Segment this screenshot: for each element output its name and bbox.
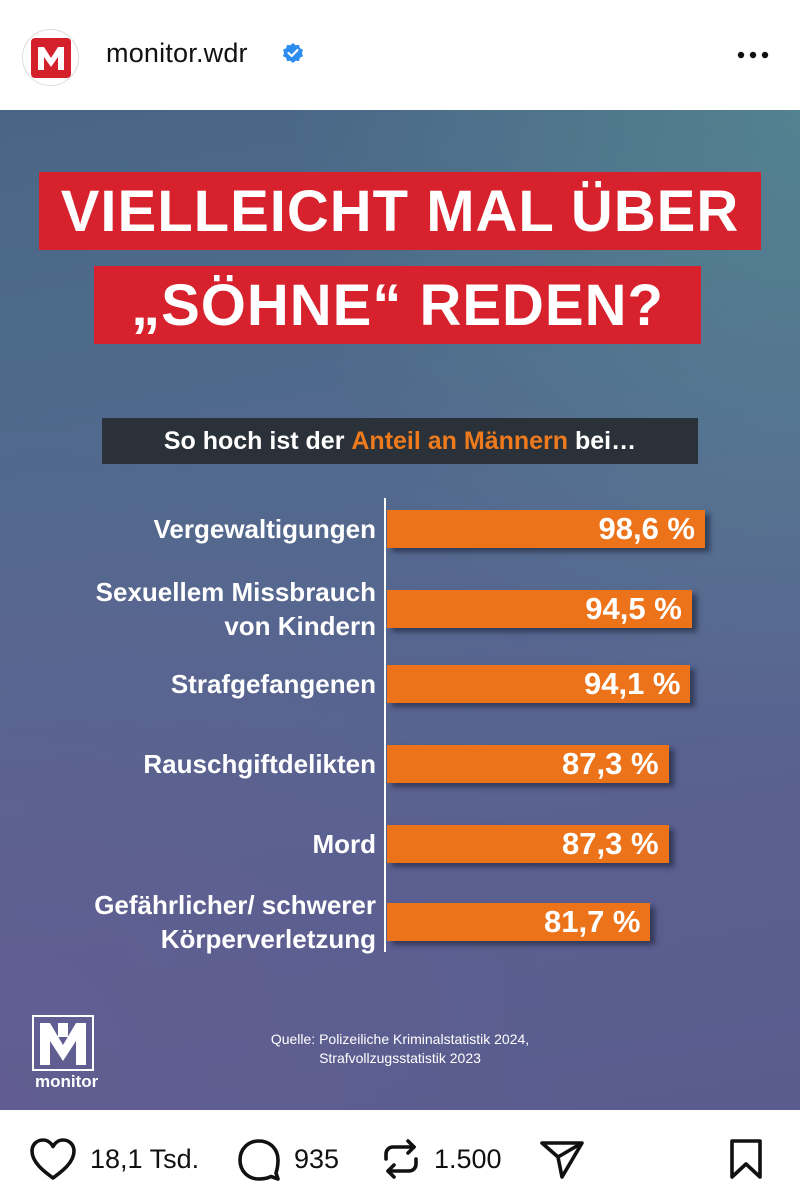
comment-icon [238,1139,280,1181]
bar-label-line: Strafgefangenen [170,669,376,699]
comment-count: 935 [294,1143,340,1174]
post-action-bar: 18,1 Tsd. 935 1.500 [0,1110,800,1200]
bar-value-label: 98,6 % [598,511,695,546]
bar: 94,1 % [387,665,691,703]
subtitle-highlight: Anteil an Männern [351,426,569,455]
bar: 81,7 % [387,903,651,941]
bar: 94,5 % [387,590,692,628]
source-line-1: Quelle: Polizeiliche Kriminalstatistik 2… [270,1031,530,1047]
username[interactable]: monitor.wdr [106,38,248,68]
more-options-icon[interactable] [735,40,775,70]
bar-value-label: 94,1 % [583,666,681,701]
bar-label: Sexuellem Missbrauch von Kindern [36,575,376,643]
bar-value-label: 94,5 % [585,591,682,626]
repost-icon [384,1139,418,1179]
comment-button[interactable]: 935 [236,1137,339,1181]
bar-label-line: Körperverletzung [160,924,376,954]
like-button[interactable]: 18,1 Tsd. [28,1137,199,1181]
bar-label-line: Mord [312,829,376,859]
bar-label-line: von Kindern [224,611,376,641]
source-note: Quelle: Polizeiliche Kriminalstatistik 2… [200,1030,600,1068]
headline-line-2: „SÖHNE“ REDEN? [94,266,701,344]
bar-label: Vergewaltigungen [36,512,377,546]
bar-value-label: 81,7 % [543,904,641,939]
share-button[interactable] [538,1137,586,1181]
bar: 98,6 % [387,510,705,548]
share-icon [540,1141,584,1179]
bar: 87,3 % [387,745,669,783]
bar-value-label: 87,3 % [562,826,659,861]
repost-button[interactable]: 1.500 [380,1137,502,1181]
heart-icon [30,1138,76,1180]
bar-label: Rauschgiftdelikten [36,747,376,781]
bar-label: Mord [36,827,376,861]
post-image[interactable]: VIELLEICHT MAL ÜBER „SÖHNE“ REDEN? So ho… [0,110,800,1110]
bar-label-line: Gefährlicher/ schwerer [94,890,376,920]
monitor-logo [32,1015,102,1095]
subtitle-prefix: So hoch ist der [163,426,352,455]
source-line-2: Strafvollzugsstatistik 2023 [319,1050,481,1066]
avatar[interactable] [22,29,79,86]
subtitle-suffix: bei… [568,426,637,455]
logo-text: monitor [35,1072,99,1091]
headline-line-1: VIELLEICHT MAL ÜBER [39,172,761,250]
bar: 87,3 % [387,825,669,863]
verified-badge-icon [281,41,305,65]
bar-label-line: Vergewaltigungen [153,514,377,544]
bar-value-label: 87,3 % [562,746,659,781]
bar-label-line: Sexuellem Missbrauch [95,577,376,607]
chart-axis-line [384,498,386,952]
save-button[interactable] [726,1137,766,1181]
bar-label: Gefährlicher/ schwerer Körperverletzung [36,888,376,956]
bar-label: Strafgefangenen [36,667,376,701]
chart-subtitle: So hoch ist der Anteil an Männern bei… [102,418,698,464]
bookmark-icon [730,1139,762,1179]
post-header: monitor.wdr [0,0,800,110]
bar-label-line: Rauschgiftdelikten [143,749,376,779]
monitor-logo-icon [30,37,71,78]
repost-count: 1.500 [434,1143,502,1174]
like-count: 18,1 Tsd. [90,1143,200,1174]
